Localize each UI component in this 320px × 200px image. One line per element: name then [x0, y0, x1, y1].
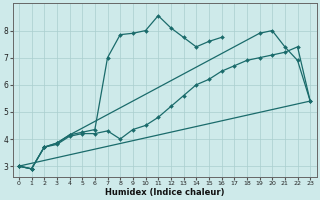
- X-axis label: Humidex (Indice chaleur): Humidex (Indice chaleur): [105, 188, 224, 197]
